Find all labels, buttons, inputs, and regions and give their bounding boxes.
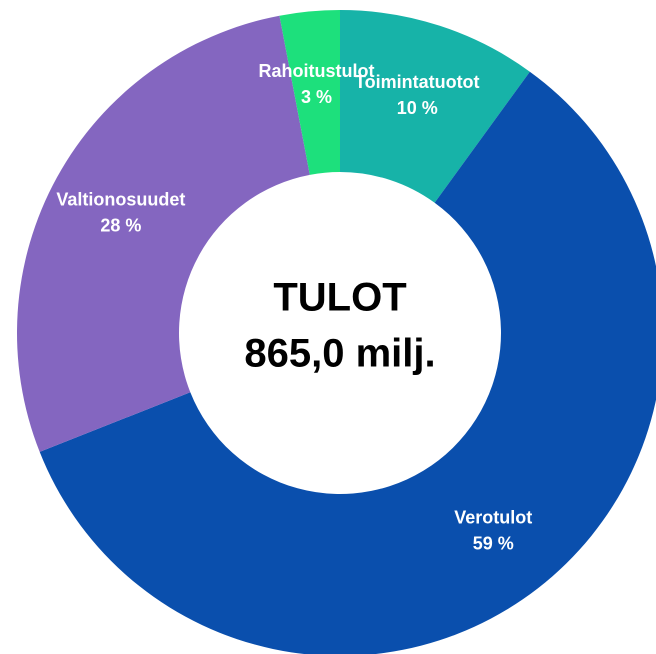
donut-slice xyxy=(279,10,340,175)
slice-value-label: 28 % xyxy=(100,215,141,235)
slice-label: Rahoitustulot xyxy=(258,61,374,81)
center-title: TULOT xyxy=(273,276,406,320)
slice-value-label: 10 % xyxy=(397,98,438,118)
center-subtitle: 865,0 milj. xyxy=(244,332,435,376)
slice-label: Toimintatuotot xyxy=(355,72,480,92)
slice-label: Verotulot xyxy=(454,507,532,527)
donut-slice xyxy=(39,71,656,654)
slice-label: Valtionosuudet xyxy=(56,189,185,209)
slice-value-label: 59 % xyxy=(473,533,514,553)
slice-value-label: 3 % xyxy=(301,87,332,107)
donut-slice xyxy=(340,10,530,203)
donut-slice xyxy=(17,15,310,452)
